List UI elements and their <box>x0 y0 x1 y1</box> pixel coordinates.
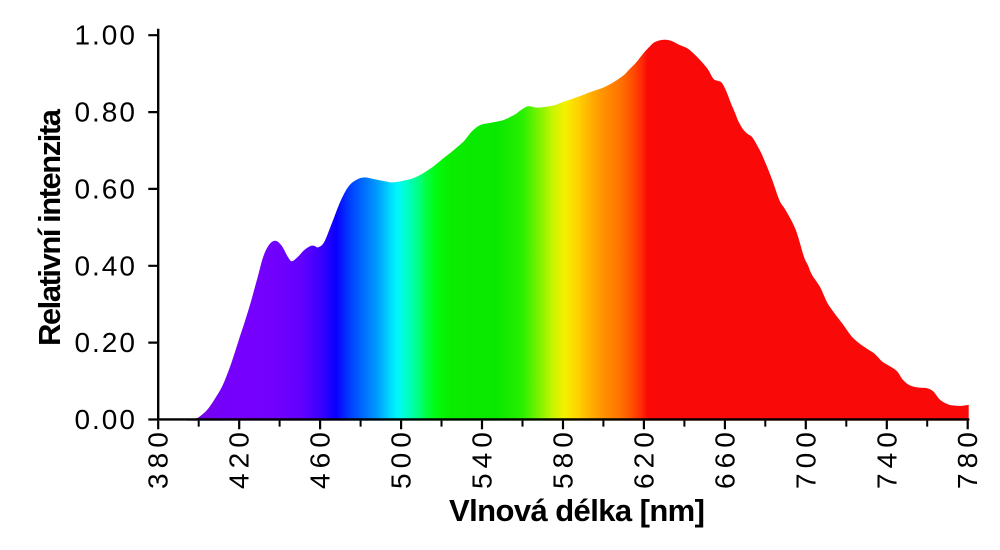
svg-text:740: 740 <box>871 430 902 489</box>
svg-text:500: 500 <box>386 430 417 489</box>
svg-text:1.00: 1.00 <box>75 20 136 51</box>
svg-text:0.80: 0.80 <box>75 97 136 128</box>
svg-text:0.20: 0.20 <box>75 327 136 358</box>
svg-text:0.00: 0.00 <box>75 404 136 435</box>
svg-text:580: 580 <box>548 430 579 489</box>
svg-text:460: 460 <box>305 430 336 489</box>
svg-text:Relativní intenzita: Relativní intenzita <box>32 108 67 346</box>
svg-text:0.60: 0.60 <box>75 173 136 204</box>
svg-text:380: 380 <box>143 430 174 489</box>
svg-text:780: 780 <box>952 430 983 489</box>
svg-text:660: 660 <box>709 430 740 489</box>
svg-text:620: 620 <box>628 430 659 489</box>
svg-text:700: 700 <box>790 430 821 489</box>
svg-text:Vlnová délka [nm]: Vlnová délka [nm] <box>449 493 705 528</box>
svg-text:540: 540 <box>467 430 498 489</box>
svg-text:420: 420 <box>224 430 255 489</box>
svg-text:0.40: 0.40 <box>75 250 136 281</box>
